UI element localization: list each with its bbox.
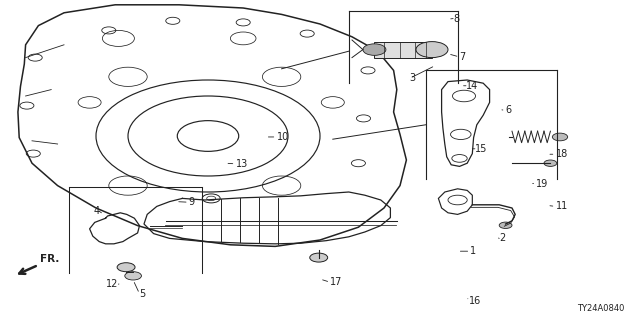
Text: 16: 16 xyxy=(468,296,481,307)
Text: 18: 18 xyxy=(556,149,568,159)
Text: 12: 12 xyxy=(106,279,118,289)
Text: 14: 14 xyxy=(466,81,478,91)
Circle shape xyxy=(125,272,141,280)
Circle shape xyxy=(363,44,386,55)
Circle shape xyxy=(416,42,448,58)
Text: 2: 2 xyxy=(499,233,506,244)
Text: 6: 6 xyxy=(506,105,512,116)
Text: 11: 11 xyxy=(556,201,568,212)
Text: 17: 17 xyxy=(330,277,342,287)
Text: TY24A0840: TY24A0840 xyxy=(577,304,624,313)
Text: 5: 5 xyxy=(140,289,146,299)
Circle shape xyxy=(544,160,557,166)
Text: 9: 9 xyxy=(189,197,195,207)
Circle shape xyxy=(310,253,328,262)
Text: 3: 3 xyxy=(410,73,416,84)
Text: 19: 19 xyxy=(536,179,548,189)
Text: 4: 4 xyxy=(93,206,99,216)
Text: 1: 1 xyxy=(470,246,477,256)
Circle shape xyxy=(552,133,568,141)
Text: 7: 7 xyxy=(460,52,466,62)
Text: 8: 8 xyxy=(453,13,460,24)
Circle shape xyxy=(499,222,512,228)
Text: 10: 10 xyxy=(276,132,289,142)
Text: FR.: FR. xyxy=(40,254,59,264)
Circle shape xyxy=(117,263,135,272)
Bar xyxy=(374,42,432,58)
Text: 13: 13 xyxy=(236,159,248,169)
Text: 15: 15 xyxy=(475,144,487,154)
